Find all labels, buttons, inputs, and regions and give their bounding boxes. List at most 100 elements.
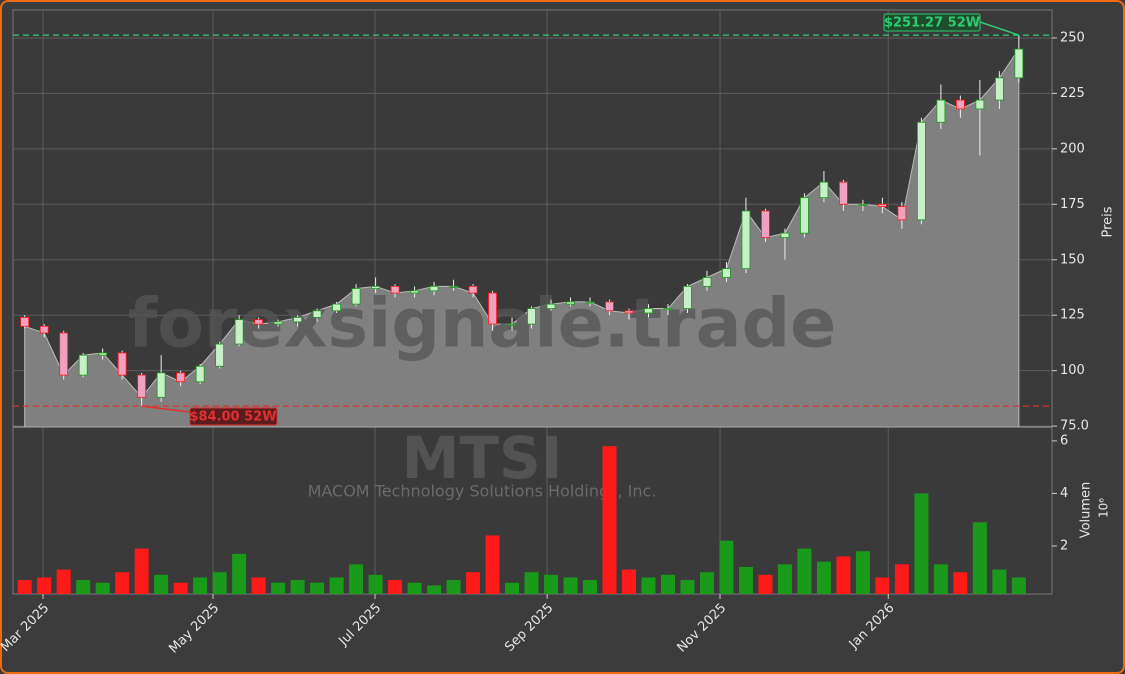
candle-body xyxy=(761,210,770,238)
volume-bar xyxy=(680,580,695,594)
candle-body xyxy=(916,121,926,221)
candle-body xyxy=(137,374,147,398)
volume-bar xyxy=(699,572,714,594)
volume-bar xyxy=(115,572,130,594)
candle-body xyxy=(176,372,186,383)
volume-bar xyxy=(875,577,890,594)
volume-bar xyxy=(797,548,812,594)
candle-body xyxy=(527,308,536,325)
volume-tick-label: 2 xyxy=(1060,538,1068,553)
candle-body xyxy=(293,317,303,323)
candle-body xyxy=(468,285,478,294)
volume-bar xyxy=(544,574,559,594)
marks-layer xyxy=(17,35,1026,594)
volume-bar xyxy=(621,569,636,594)
candle-body xyxy=(839,181,848,205)
volume-bar xyxy=(524,572,539,594)
candle-body xyxy=(390,285,400,294)
x-tick-label: Nov 2025 xyxy=(674,601,729,656)
candle-body xyxy=(858,203,868,206)
candle-body xyxy=(273,321,283,325)
volume-bar xyxy=(719,540,734,594)
volume-bar xyxy=(641,577,656,594)
volume-bar xyxy=(427,585,442,594)
candle-body xyxy=(702,277,712,287)
volume-bar xyxy=(738,566,753,594)
volume-bar xyxy=(154,574,169,594)
volume-bar xyxy=(1011,577,1026,594)
y-tick-label: 250 xyxy=(1060,30,1085,45)
volume-bar xyxy=(232,553,247,594)
volume-bar xyxy=(914,493,929,594)
candle-body xyxy=(624,310,634,314)
candle-body xyxy=(59,332,69,376)
volume-bar xyxy=(855,551,870,594)
volume-bar xyxy=(992,569,1007,594)
high-arrow xyxy=(979,21,1020,36)
candle-body xyxy=(39,325,49,334)
x-tick-label: Mar 2025 xyxy=(0,601,52,655)
volume-axis-label: Volumen xyxy=(1079,482,1094,539)
volume-bar xyxy=(816,561,831,594)
high-label-box xyxy=(883,13,981,32)
candle-body xyxy=(195,365,205,383)
volume-unit: 10⁶ xyxy=(1097,498,1111,518)
candle-body xyxy=(20,317,30,327)
candle-body xyxy=(683,285,692,309)
volume-bar xyxy=(505,582,520,594)
candle-body xyxy=(98,352,108,356)
volume-bar xyxy=(212,572,227,594)
volume-bar xyxy=(933,564,948,594)
volume-bar xyxy=(836,556,851,594)
candle-body xyxy=(936,99,946,123)
candle-body xyxy=(975,99,985,110)
volume-bar xyxy=(602,446,617,594)
y-tick-label: 150 xyxy=(1060,252,1085,267)
candle-body xyxy=(878,203,887,207)
candle-body xyxy=(78,354,88,376)
volume-bar xyxy=(466,572,481,594)
volume-bar xyxy=(134,548,149,594)
candle-body xyxy=(780,232,790,238)
candle-body xyxy=(332,303,341,312)
high-label: $251.27 52W xyxy=(884,16,980,31)
y-tick-label: 75.0 xyxy=(1060,419,1089,434)
volume-bar xyxy=(251,577,266,594)
volume-bar xyxy=(563,577,578,594)
candle-body xyxy=(585,301,595,304)
candle-body xyxy=(215,343,225,367)
candle-body xyxy=(994,77,1004,101)
volume-bar xyxy=(758,574,773,594)
volume-bar xyxy=(349,564,364,594)
volume-bar xyxy=(368,574,383,594)
company-watermark: MACOM Technology Solutions Holdings, Inc… xyxy=(308,482,657,501)
volume-tick-label: 4 xyxy=(1060,486,1068,501)
y-axis-label: Preis xyxy=(1101,206,1116,237)
y-tick-label: 100 xyxy=(1060,363,1085,378)
candle-body xyxy=(722,268,731,278)
x-tick-label: Jan 2026 xyxy=(846,601,898,653)
candle-body xyxy=(566,301,575,305)
volume-bar xyxy=(76,580,91,594)
candle-body xyxy=(663,308,673,310)
volume-tick-label: 6 xyxy=(1060,433,1068,448)
candle-body xyxy=(449,285,458,288)
candle-body xyxy=(546,303,556,309)
volume-bar xyxy=(17,580,32,594)
candle-body xyxy=(819,181,829,199)
volume-bar xyxy=(660,574,675,594)
candle-body xyxy=(156,372,166,398)
y-tick-label: 225 xyxy=(1060,86,1085,101)
volume-bar xyxy=(310,582,325,594)
volume-bar xyxy=(894,564,909,594)
volume-bar xyxy=(407,582,422,594)
candle-body xyxy=(117,352,127,376)
volume-bar xyxy=(173,582,188,594)
candle-body xyxy=(254,319,264,325)
x-tick-label: Jul 2025 xyxy=(336,601,385,650)
y-tick-label: 175 xyxy=(1060,197,1085,212)
candle-body xyxy=(351,288,361,305)
y-tick-label: 125 xyxy=(1060,308,1085,323)
volume-bar xyxy=(193,577,208,594)
candle-body xyxy=(371,285,380,289)
